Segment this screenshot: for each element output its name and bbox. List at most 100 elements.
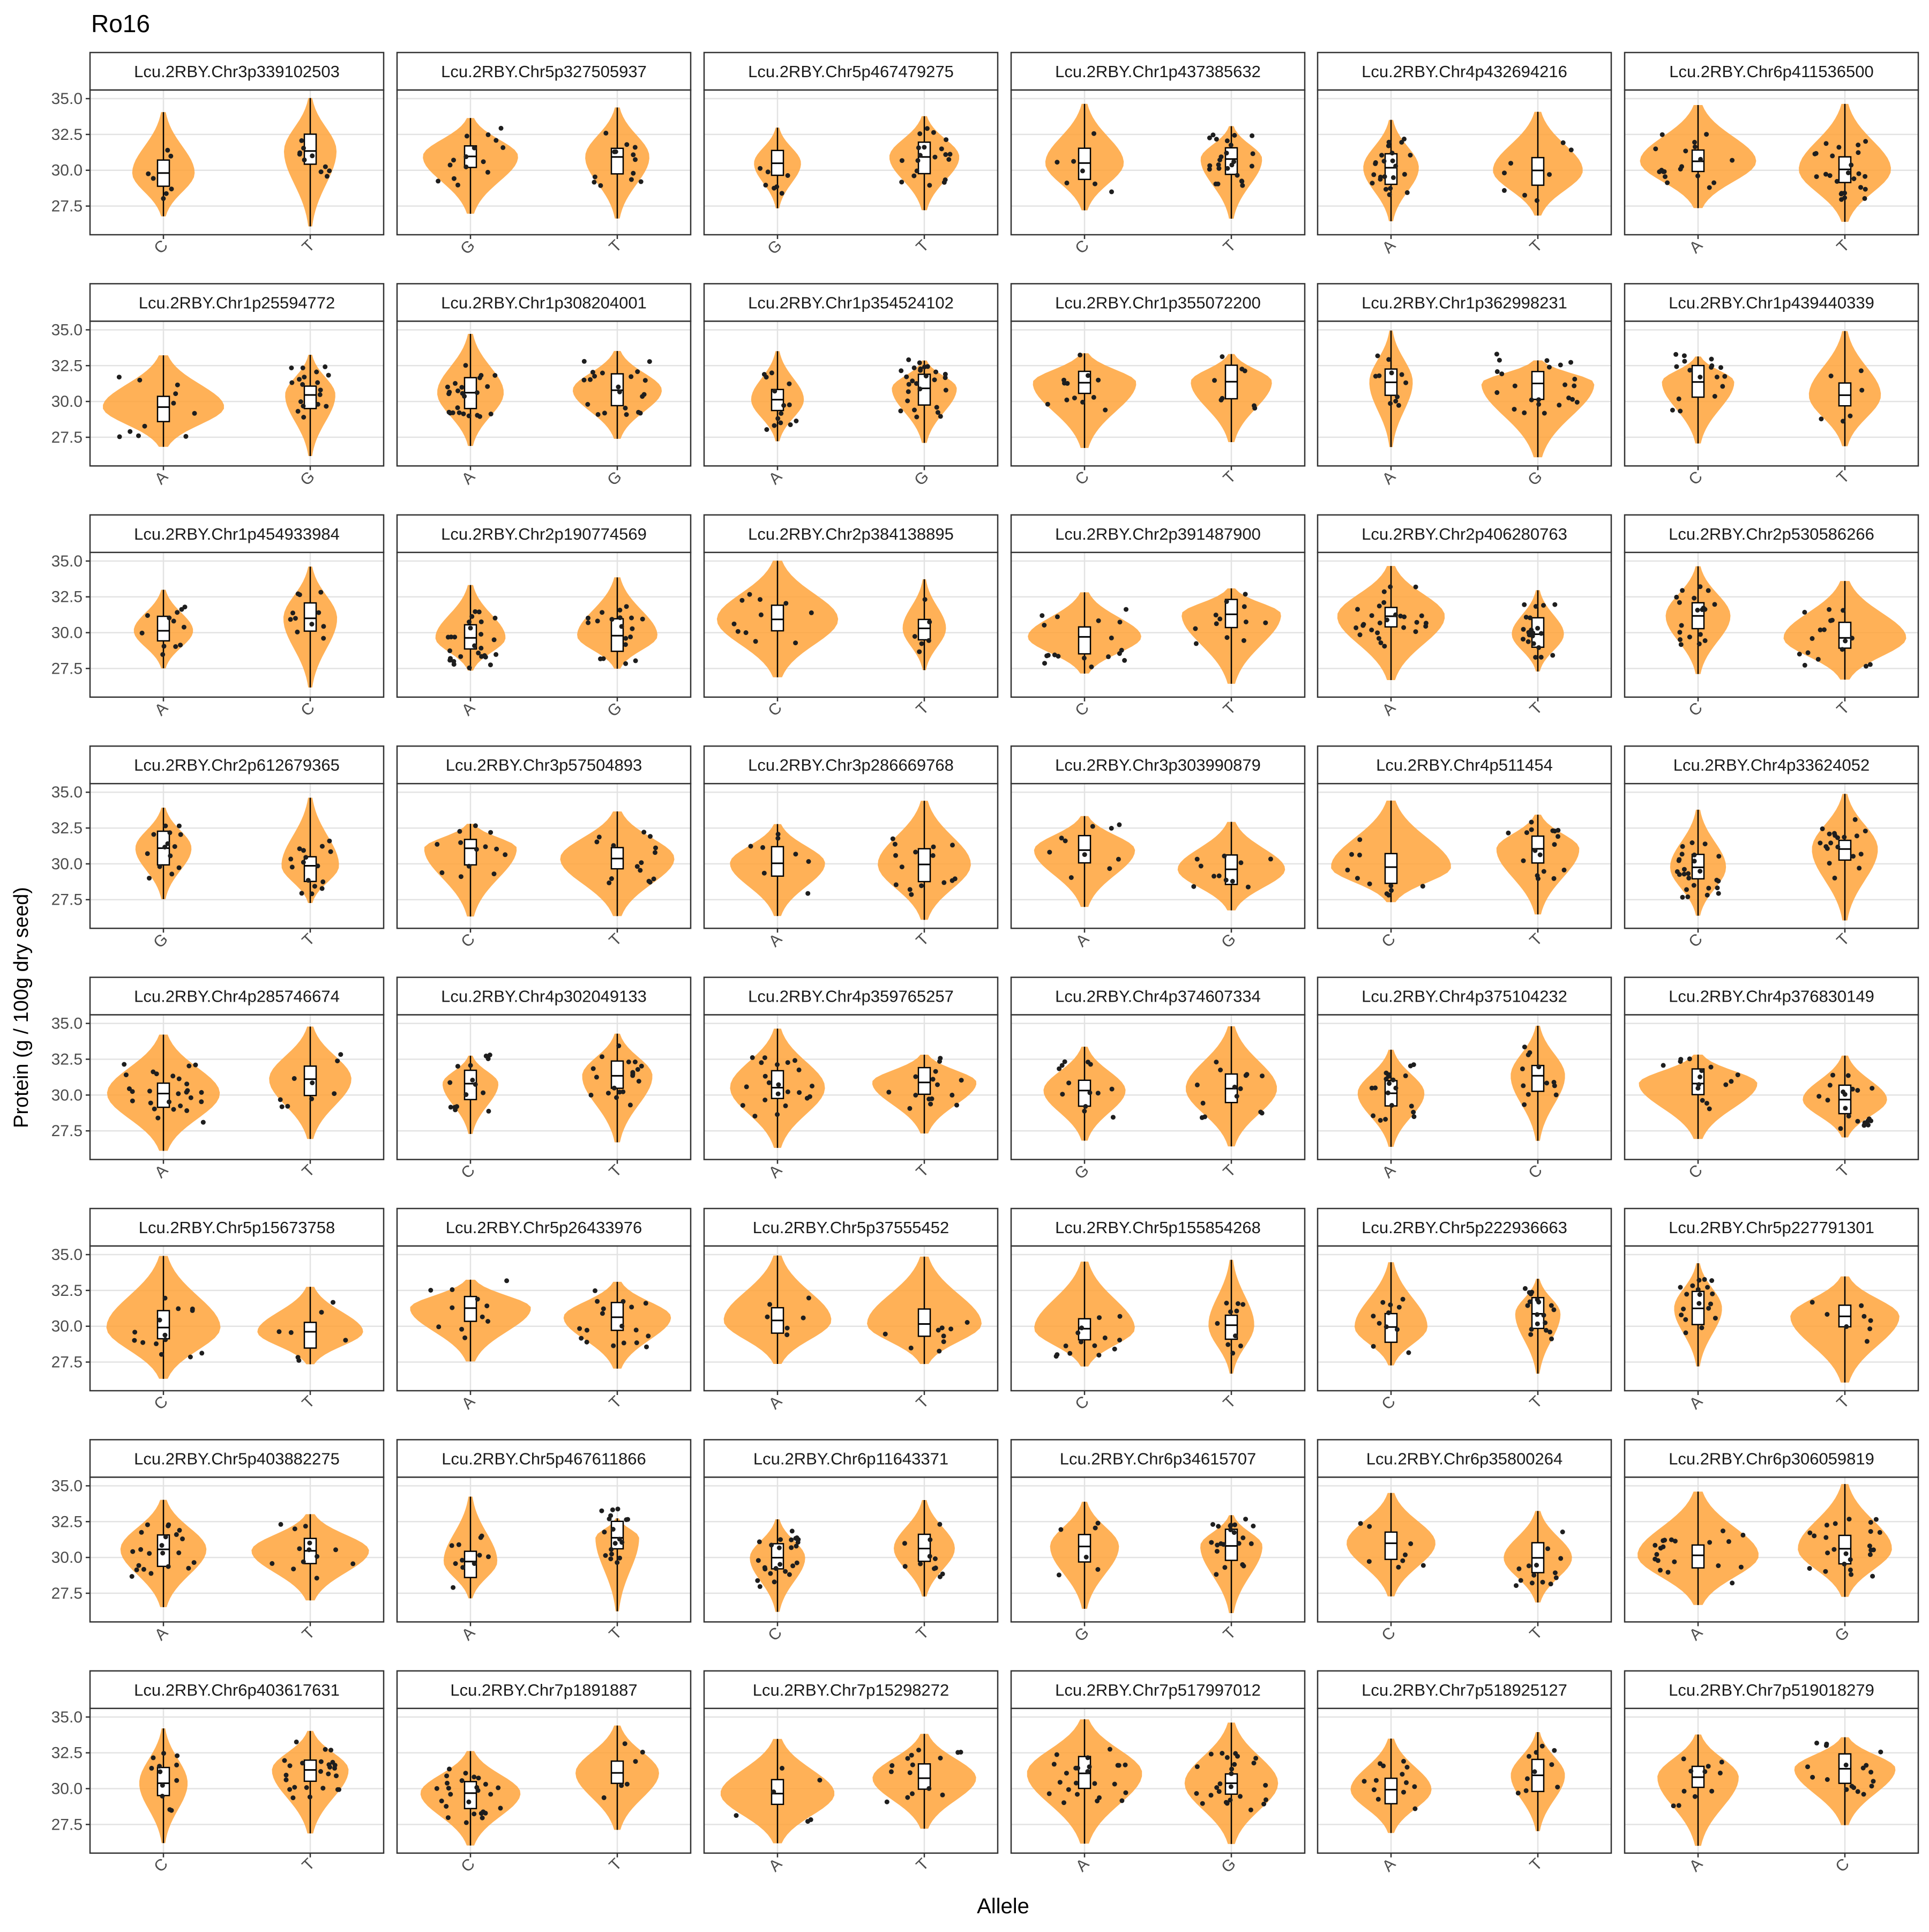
- data-point: [623, 405, 628, 411]
- facet-title: Lcu.2RBY.Chr2p391487900: [1055, 525, 1261, 543]
- data-point: [1541, 603, 1546, 608]
- data-point: [930, 853, 936, 858]
- data-point: [616, 1043, 622, 1048]
- box: [156, 615, 170, 642]
- data-point: [1547, 172, 1552, 177]
- x-tick-label: T: [913, 699, 932, 718]
- data-point: [1357, 632, 1363, 637]
- data-point: [1235, 173, 1240, 178]
- data-point: [1730, 158, 1735, 163]
- data-point: [1726, 1539, 1731, 1544]
- data-point: [1395, 1327, 1400, 1332]
- facet-strip: [396, 1439, 692, 1478]
- data-point: [884, 1799, 889, 1804]
- data-point: [937, 1521, 943, 1527]
- data-point: [154, 1341, 159, 1346]
- data-point: [1858, 852, 1864, 857]
- facet-title: Lcu.2RBY.Chr4p375104232: [1362, 987, 1567, 1006]
- data-point: [932, 377, 937, 383]
- data-point: [157, 1764, 162, 1769]
- x-tick-label: T: [1527, 237, 1546, 256]
- y-tick-label: 27.5: [51, 429, 83, 446]
- data-point: [184, 1090, 189, 1095]
- data-point: [318, 387, 323, 393]
- data-point: [298, 399, 303, 404]
- data-point: [1712, 602, 1717, 607]
- data-point: [1810, 636, 1815, 641]
- data-point: [905, 1795, 910, 1800]
- x-tick-label: T: [606, 237, 625, 256]
- data-point: [1840, 647, 1845, 652]
- data-point: [610, 1507, 615, 1512]
- data-point: [1386, 139, 1392, 145]
- data-point: [1233, 1751, 1238, 1756]
- facet-title: Lcu.2RBY.Chr4p374607334: [1055, 987, 1261, 1006]
- data-point: [806, 1295, 811, 1301]
- data-point: [1403, 1552, 1408, 1557]
- data-point: [653, 845, 658, 851]
- y-tick-label: 27.5: [51, 1354, 83, 1371]
- data-point: [744, 1084, 749, 1090]
- data-point: [184, 1108, 190, 1113]
- data-point: [126, 1086, 132, 1091]
- data-point: [1692, 852, 1697, 857]
- data-point: [1549, 1336, 1554, 1341]
- data-point: [910, 1762, 915, 1767]
- data-point: [1217, 1781, 1223, 1786]
- data-point: [1079, 1325, 1085, 1331]
- box: [1224, 1314, 1238, 1340]
- data-point: [459, 385, 465, 390]
- data-point: [439, 870, 445, 875]
- data-point: [1552, 842, 1557, 847]
- data-point: [739, 598, 745, 603]
- data-point: [1814, 1740, 1819, 1745]
- data-point: [1721, 1528, 1725, 1534]
- data-point: [1699, 1068, 1704, 1073]
- facet-title: Lcu.2RBY.Chr5p467479275: [748, 62, 954, 81]
- data-point: [446, 1786, 451, 1791]
- data-point: [944, 137, 949, 143]
- data-point: [1740, 1532, 1746, 1538]
- data-point: [579, 1336, 584, 1341]
- data-point: [1698, 869, 1703, 874]
- data-point: [318, 1759, 324, 1764]
- data-point: [485, 384, 490, 389]
- data-point: [333, 1547, 338, 1553]
- data-point: [1723, 1082, 1729, 1087]
- data-point: [641, 830, 647, 835]
- data-point: [317, 392, 323, 397]
- panel-border: [703, 782, 999, 929]
- box: [303, 602, 317, 632]
- data-point: [307, 1794, 312, 1800]
- data-point: [488, 412, 494, 416]
- data-point: [1200, 1801, 1205, 1806]
- panel-border: [396, 89, 692, 236]
- data-point: [1702, 1277, 1707, 1282]
- data-point: [624, 1517, 629, 1523]
- data-point: [1349, 852, 1354, 857]
- y-tick-label: 35.0: [51, 553, 83, 570]
- x-tick-label: T: [1527, 930, 1546, 950]
- data-point: [630, 1071, 635, 1077]
- facet-strip: [396, 745, 692, 785]
- data-point: [1827, 607, 1832, 612]
- data-point: [1849, 1572, 1854, 1577]
- data-point: [1251, 1761, 1257, 1766]
- data-point: [297, 1546, 302, 1551]
- data-point: [1388, 1302, 1393, 1308]
- data-point: [1698, 632, 1703, 637]
- data-point: [154, 1071, 159, 1077]
- data-point: [909, 892, 914, 897]
- data-point: [1242, 604, 1247, 609]
- data-point: [279, 1104, 285, 1109]
- panel-border: [1317, 1707, 1612, 1854]
- data-point: [608, 1556, 614, 1562]
- data-point: [1560, 140, 1566, 145]
- data-point: [1704, 892, 1710, 898]
- data-point: [306, 1547, 312, 1553]
- x-tick-label: T: [1220, 237, 1239, 256]
- facet-strip: [703, 1670, 999, 1710]
